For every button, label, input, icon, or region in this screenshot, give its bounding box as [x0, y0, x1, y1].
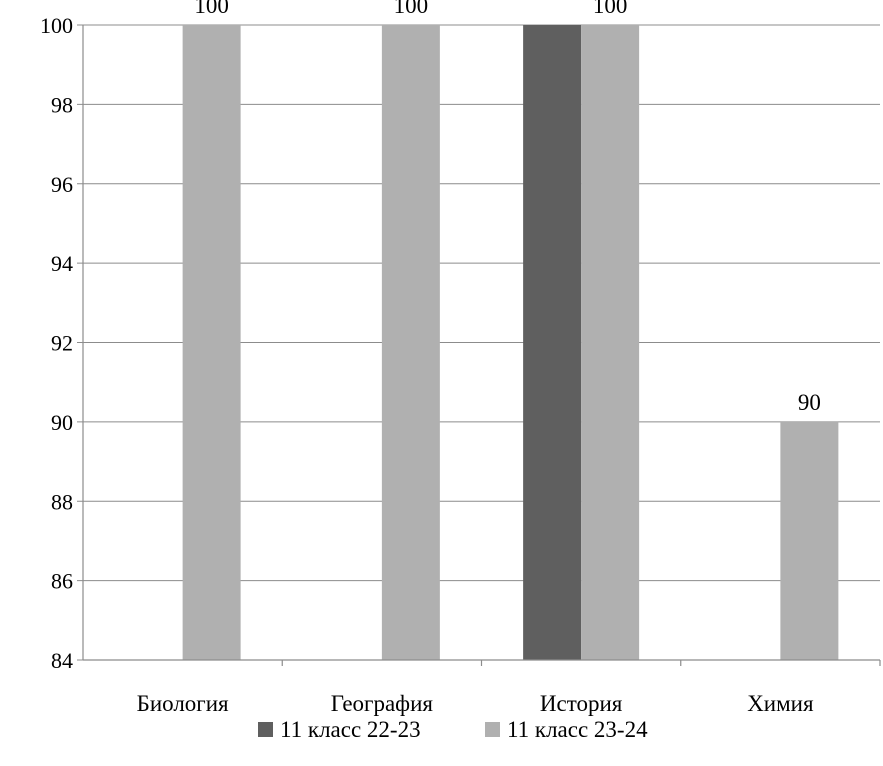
- bar-series-2: [381, 25, 440, 660]
- y-tick-label: 84: [51, 648, 73, 673]
- y-tick-label: 86: [51, 569, 73, 594]
- x-category-label: География: [331, 691, 434, 716]
- legend: 11 класс 22-23 11 класс 23-24: [258, 717, 648, 742]
- x-axis: Биология География История Химия: [82, 25, 881, 716]
- bar-series-1: [523, 25, 582, 660]
- y-tick-label: 92: [51, 331, 73, 356]
- bars: [182, 25, 839, 660]
- data-label: 100: [394, 0, 429, 18]
- data-label: 100: [593, 0, 628, 18]
- legend-label: 11 класс 23-24: [507, 717, 648, 742]
- data-label: 100: [194, 0, 229, 18]
- y-tick-label: 96: [51, 172, 73, 197]
- y-tick-label: 94: [51, 251, 73, 276]
- bar-series-2: [182, 25, 241, 660]
- data-labels: 100 100 100 90: [194, 0, 821, 415]
- bar-series-2: [581, 25, 640, 660]
- legend-swatch: [258, 722, 273, 737]
- y-tick-label: 98: [51, 92, 73, 117]
- legend-swatch: [485, 722, 500, 737]
- legend-label: 11 класс 22-23: [280, 717, 421, 742]
- x-category-label: История: [540, 691, 623, 716]
- data-label: 90: [798, 390, 821, 415]
- y-tick-label: 90: [51, 410, 73, 435]
- y-axis-ticks: 84 86 88 90 92 94 96 98 100: [40, 13, 73, 673]
- y-tick-label: 100: [40, 13, 73, 38]
- bar-series-2: [780, 421, 839, 660]
- y-tick-label: 88: [51, 489, 73, 514]
- x-category-label: Биология: [137, 691, 229, 716]
- x-category-label: Химия: [747, 691, 814, 716]
